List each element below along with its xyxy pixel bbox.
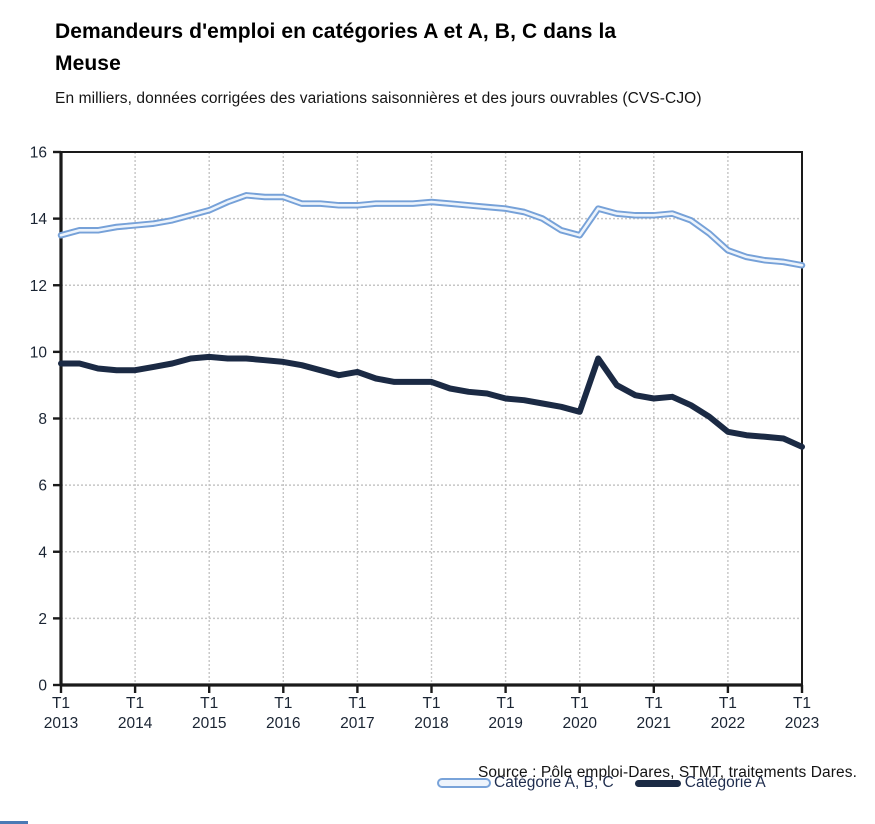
chart-title-line2: Meuse	[55, 52, 121, 75]
svg-text:T1: T1	[793, 695, 811, 712]
svg-text:2020: 2020	[562, 715, 597, 732]
svg-text:T1: T1	[348, 695, 366, 712]
svg-text:8: 8	[38, 411, 47, 428]
svg-text:10: 10	[30, 344, 48, 361]
svg-text:4: 4	[38, 544, 47, 561]
svg-text:14: 14	[30, 211, 48, 228]
page-edge-artifact	[0, 821, 28, 824]
svg-text:T1: T1	[719, 695, 737, 712]
chart-legend: Catégorie A, B, C Catégorie A	[437, 774, 766, 792]
svg-text:2021: 2021	[637, 715, 671, 732]
svg-text:2: 2	[38, 611, 47, 628]
chart-title: Demandeurs d'emploi en catégories A et A…	[55, 16, 616, 80]
svg-text:2018: 2018	[414, 715, 448, 732]
svg-text:T1: T1	[497, 695, 515, 712]
legend-label-abc: Catégorie A, B, C	[494, 774, 614, 791]
svg-text:2019: 2019	[488, 715, 522, 732]
svg-text:T1: T1	[422, 695, 440, 712]
legend-label-a: Catégorie A	[684, 774, 766, 791]
svg-text:T1: T1	[52, 695, 70, 712]
svg-text:2022: 2022	[711, 715, 745, 732]
chart-area: 0 2 4 6 8 10 12 14 16 T1 2013 T1 2014 T1 2015 T1 2016 T1 2…	[0, 140, 875, 792]
svg-text:T1: T1	[274, 695, 292, 712]
svg-text:2023: 2023	[785, 715, 819, 732]
svg-text:2013: 2013	[44, 715, 78, 732]
svg-text:12: 12	[30, 278, 47, 295]
chart-subtitle: En milliers, données corrigées des varia…	[55, 90, 702, 107]
svg-text:0: 0	[38, 678, 47, 695]
svg-text:T1: T1	[126, 695, 144, 712]
svg-text:16: 16	[30, 145, 47, 162]
svg-text:T1: T1	[571, 695, 589, 712]
svg-text:T1: T1	[200, 695, 218, 712]
legend-item-categorie-a: Catégorie A	[634, 774, 766, 792]
line-chart-canvas: 0 2 4 6 8 10 12 14 16 T1 2013 T1 2014 T1 2015 T1 2016 T1 2…	[30, 145, 819, 733]
svg-text:T1: T1	[645, 695, 663, 712]
chart-title-line1: Demandeurs d'emploi en catégories A et A…	[55, 20, 617, 43]
svg-text:6: 6	[38, 478, 47, 495]
svg-text:2014: 2014	[118, 715, 153, 732]
legend-swatch-a-line-icon	[634, 779, 681, 787]
svg-text:2016: 2016	[266, 715, 300, 732]
svg-text:2015: 2015	[192, 715, 226, 732]
source-caption: Source : Pôle emploi-Dares, STMT, traite…	[477, 764, 857, 781]
legend-item-categorie-abc: Catégorie A, B, C	[437, 774, 614, 792]
legend-swatch-abc-line-icon	[437, 778, 491, 788]
svg-text:2017: 2017	[340, 715, 374, 732]
